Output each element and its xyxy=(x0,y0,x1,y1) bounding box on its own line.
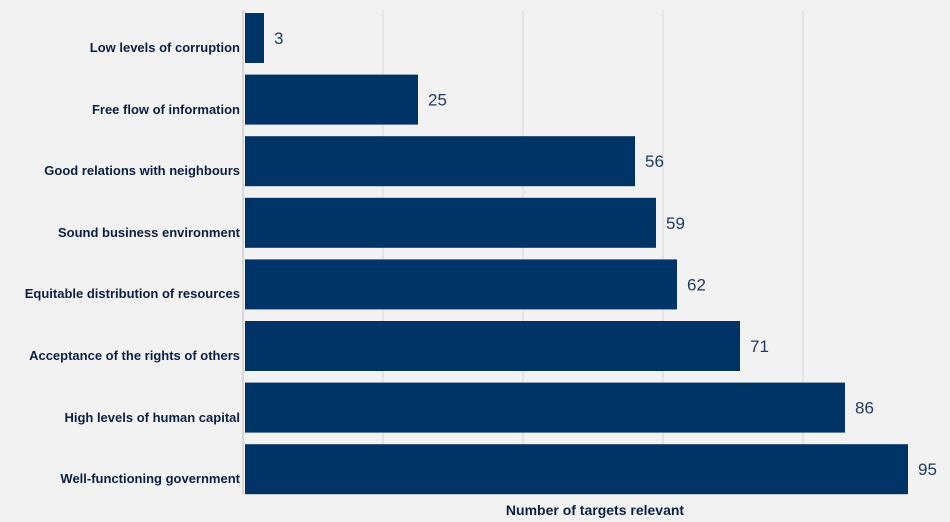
bar-3 xyxy=(245,136,635,187)
category-label-3: Good relations with neighbours xyxy=(44,163,240,179)
category-label-1: Low levels of corruption xyxy=(89,40,240,55)
bar-2 xyxy=(245,74,418,125)
bar-4 xyxy=(245,197,656,248)
data-label-4: 59 xyxy=(666,214,685,233)
bar-7 xyxy=(245,382,845,433)
category-label-7: High levels of human capital xyxy=(64,409,240,425)
category-label-6: Acceptance of the rights of others xyxy=(29,348,240,363)
bar-6 xyxy=(245,321,740,371)
data-label-1: 3 xyxy=(274,29,283,48)
bar-1 xyxy=(245,13,264,63)
data-label-7: 86 xyxy=(855,399,874,418)
category-label-8: Well-functioning government xyxy=(60,471,240,487)
bar-5 xyxy=(245,259,677,310)
data-label-2: 25 xyxy=(428,91,447,110)
category-label-4: Sound business environment xyxy=(57,224,240,240)
data-label-6: 71 xyxy=(750,337,769,356)
category-label-2: Free flow of information xyxy=(91,101,240,117)
bar-8 xyxy=(245,444,908,495)
data-label-5: 62 xyxy=(687,275,706,294)
data-label-8: 95 xyxy=(918,460,937,479)
data-label-3: 56 xyxy=(645,152,664,171)
x-axis-label: Number of targets relevant xyxy=(505,502,685,518)
category-label-5: Equitable distribution of resources xyxy=(24,286,240,302)
